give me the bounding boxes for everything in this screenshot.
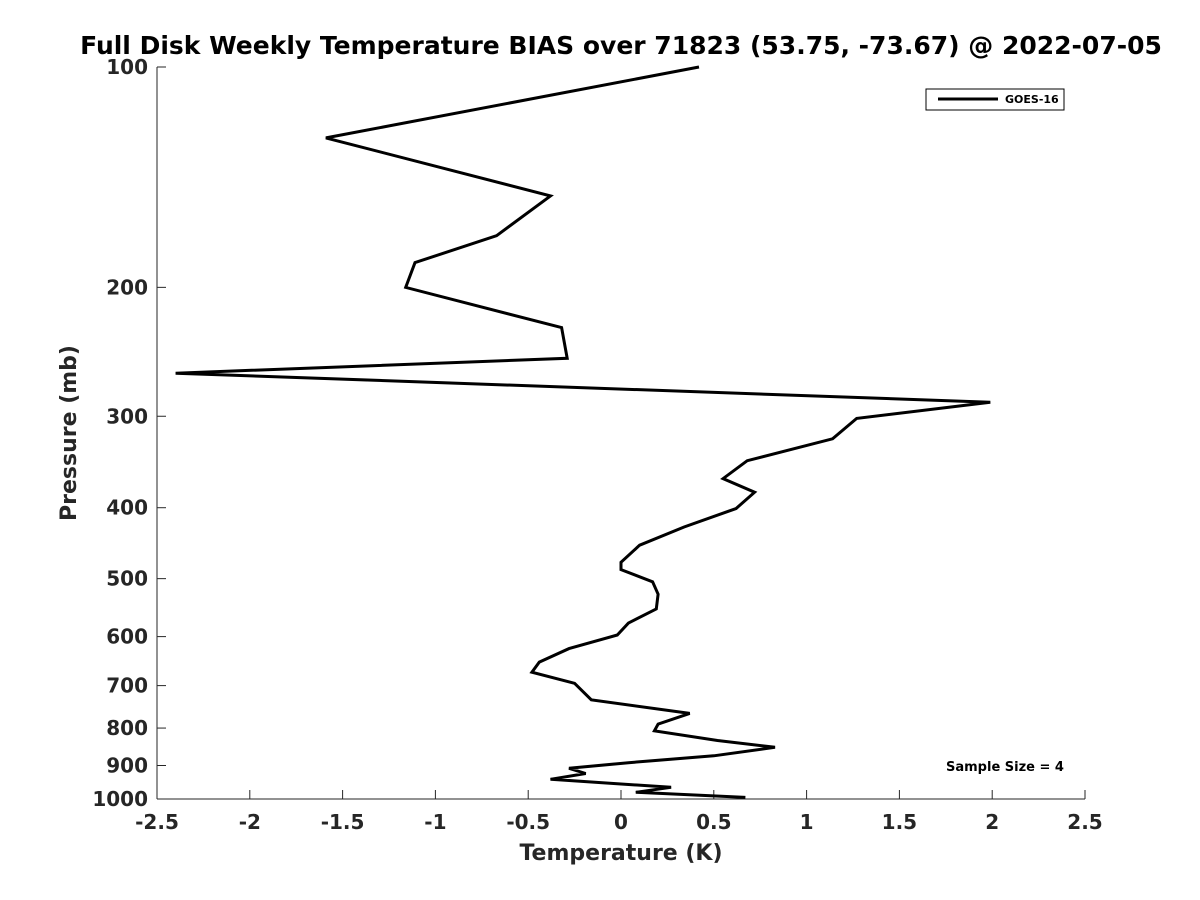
x-axis-label: Temperature (K) [519, 841, 722, 866]
legend: GOES-16 [925, 88, 1065, 111]
y-tick-label: 100 [106, 55, 148, 79]
x-tick-label: -0.5 [506, 810, 550, 834]
y-tick-label: 700 [106, 674, 148, 698]
y-tick-label: 300 [106, 404, 148, 428]
chart-title: Full Disk Weekly Temperature BIAS over 7… [80, 31, 1162, 60]
series-line-goes-16 [175, 65, 991, 799]
x-tick-label: -1 [424, 810, 446, 834]
x-tick-label: 1.5 [882, 810, 917, 834]
x-tick-label: 0 [614, 810, 628, 834]
y-axis-label: Pressure (mb) [57, 345, 82, 521]
y-tick-label: 600 [106, 625, 148, 649]
y-tick-label: 1000 [92, 787, 148, 811]
x-tick-label: 2 [985, 810, 999, 834]
x-tick-label: -2 [239, 810, 261, 834]
y-tick-label: 200 [106, 275, 148, 299]
x-tick-label: 2.5 [1067, 810, 1102, 834]
x-tick-label: 0.5 [696, 810, 731, 834]
x-tick-label: -2.5 [135, 810, 179, 834]
y-tick-label: 400 [106, 496, 148, 520]
x-tick-label: -1.5 [321, 810, 365, 834]
y-tick-label: 500 [106, 567, 148, 591]
plot-area [157, 67, 1085, 799]
axes: -2.5 -2 -1.5 -1 -0.5 0 0.5 1 1.5 2 2.5 100 200 300 400… [92, 55, 1102, 834]
y-tick-label: 800 [106, 716, 148, 740]
legend-label-goes-16: GOES-16 [1005, 93, 1059, 106]
sample-size-annotation: Sample Size = 4 [946, 760, 1064, 775]
x-tick-label: 1 [800, 810, 814, 834]
y-tick-label: 900 [106, 754, 148, 778]
series-layer [175, 65, 991, 799]
